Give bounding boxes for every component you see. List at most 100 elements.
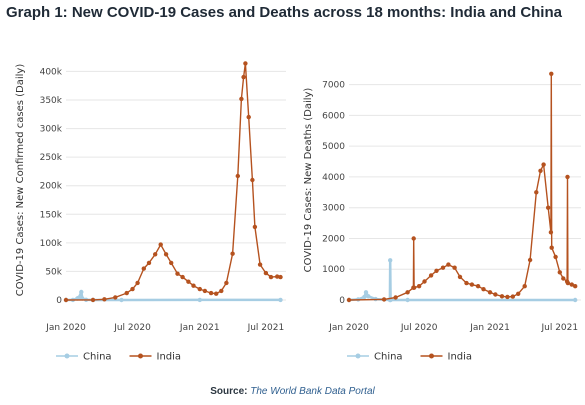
deaths-series-india-point-8 xyxy=(422,279,427,284)
cases-series-india-point-11 xyxy=(163,252,169,257)
deaths-y-tick-4000: 4000 xyxy=(322,173,345,183)
deaths-series-india-point-40 xyxy=(569,282,574,287)
deaths-series-china-point-3 xyxy=(363,290,369,295)
deaths-y-tick-0: 0 xyxy=(339,296,345,306)
deaths-series-china xyxy=(346,258,578,303)
cases-series-india-point-33 xyxy=(268,274,274,280)
deaths-y-axis-label: COVID-19 Cases: New Deaths (Daily) xyxy=(303,88,314,273)
deaths-series-india-point-23 xyxy=(510,294,515,299)
cases-series-india-point-7 xyxy=(141,266,146,271)
cases-series-india-point-32 xyxy=(263,270,269,276)
cases-series-india-point-23 xyxy=(230,251,235,256)
deaths-y-tick-6000: 6000 xyxy=(322,111,345,121)
deaths-series-india-point-0 xyxy=(346,297,352,303)
cases-x-tick-jan-2020: Jan 2020 xyxy=(45,323,86,333)
deaths-series-india-point-30 xyxy=(546,205,551,210)
cases-series-china-point-10 xyxy=(278,297,283,303)
deaths-series-india-point-36 xyxy=(561,276,566,281)
deaths-series-india-line xyxy=(348,73,576,301)
cases-series-china-point-8 xyxy=(119,297,124,303)
deaths-series-india-point-35 xyxy=(557,270,562,275)
cases-series-india-point-34 xyxy=(275,274,280,279)
cases-series-india-point-27 xyxy=(243,61,248,66)
cases-series-india-point-29 xyxy=(250,177,255,183)
cases-series-india-point-30 xyxy=(252,224,258,230)
cases-y-tick-200k: 200k xyxy=(40,182,63,192)
deaths-x-tick-jan-2020: Jan 2020 xyxy=(328,323,369,333)
cases-series-india-point-21 xyxy=(219,288,224,294)
deaths-series-china-point-9 xyxy=(405,297,410,303)
cases-series-india-point-25 xyxy=(239,96,244,102)
deaths-series-china-point-7 xyxy=(388,258,393,263)
cases-series-india-point-9 xyxy=(153,252,158,257)
cases-series-india xyxy=(63,61,283,303)
deaths-series-india-point-41 xyxy=(573,284,578,289)
deaths-series-india-point-1 xyxy=(381,297,387,302)
cases-series-india-point-14 xyxy=(180,274,185,280)
deaths-series-india-point-24 xyxy=(516,291,521,296)
cases-series-india-point-16 xyxy=(191,283,196,288)
cases-series-india-point-15 xyxy=(186,279,191,284)
deaths-legend-china-label: China xyxy=(374,352,403,363)
deaths-y-tick-3000: 3000 xyxy=(322,204,345,214)
deaths-legend-china[interactable]: China xyxy=(347,352,403,363)
cases-y-tick-0: 0 xyxy=(56,296,62,306)
cases-legend-india[interactable]: India xyxy=(129,352,182,363)
deaths-legend-india[interactable]: India xyxy=(420,352,473,363)
deaths-series-india-point-2 xyxy=(393,295,398,300)
deaths-series-india-point-20 xyxy=(493,292,498,297)
cases-series-india-line xyxy=(65,62,281,301)
cases-series-india-point-18 xyxy=(202,288,208,294)
deaths-series-india-point-19 xyxy=(487,290,493,295)
deaths-y-tick-5000: 5000 xyxy=(322,142,345,152)
deaths-series-india-point-11 xyxy=(440,265,446,270)
cases-series-china-point-3 xyxy=(76,295,82,300)
deaths-series-india-point-12 xyxy=(446,262,451,267)
source-link[interactable]: The World Bank Data Portal xyxy=(250,386,375,397)
deaths-series-india-point-18 xyxy=(481,287,486,292)
deaths-series-india-point-17 xyxy=(475,284,481,289)
deaths-series-india-point-10 xyxy=(434,268,439,273)
cases-series-india-point-20 xyxy=(214,291,219,296)
cases-series-india-point-31 xyxy=(257,262,263,267)
cases-series-india-point-0 xyxy=(63,297,69,303)
cases-series-india-point-3 xyxy=(113,295,118,300)
cases-series-india-point-5 xyxy=(130,286,135,292)
cases-legend-india-swatch-marker xyxy=(138,353,143,359)
cases-series-india-point-1 xyxy=(90,297,96,303)
deaths-series-india-point-39 xyxy=(565,280,571,286)
deaths-series-china-point-10 xyxy=(573,297,578,303)
deaths-x-tick-jan-2021: Jan 2021 xyxy=(469,323,510,333)
deaths-y-tick-2000: 2000 xyxy=(322,234,345,244)
deaths-legend-india-swatch-marker xyxy=(429,353,434,359)
deaths-series-india-point-13 xyxy=(452,265,457,270)
cases-chart: 0 50k 100k 150k 200k 250k 300k 350k 400k Jan 2020… xyxy=(15,61,286,363)
cases-legend-china[interactable]: China xyxy=(56,352,112,363)
deaths-series-india-point-7 xyxy=(416,284,422,289)
cases-y-axis-label: COVID-19 Cases: New Confirmed cases (Dai… xyxy=(15,64,26,297)
cases-series-china-line xyxy=(65,290,281,302)
deaths-chart: 0 1000 2000 3000 4000 5000 6000 7000 Jan 2020 Jul… xyxy=(303,71,581,363)
source-line: Source: The World Bank Data Portal xyxy=(0,386,585,397)
cases-y-tick-400k: 400k xyxy=(40,67,63,77)
deaths-series-india-point-31 xyxy=(548,230,554,235)
deaths-x-tick-jul-2020: Jul 2020 xyxy=(400,323,438,333)
cases-legend-india-label: India xyxy=(157,352,182,363)
deaths-series-china-line xyxy=(348,259,576,302)
deaths-y-tick-7000: 7000 xyxy=(322,81,345,91)
deaths-legend-india-label: India xyxy=(448,352,473,363)
cases-y-tick-250k: 250k xyxy=(40,153,63,163)
cases-series-india-point-28 xyxy=(246,114,251,120)
cases-series-india-point-6 xyxy=(135,280,140,286)
cases-series-india-point-8 xyxy=(146,260,152,266)
deaths-series-india-point-26 xyxy=(527,257,533,263)
deaths-series-india-point-22 xyxy=(505,294,510,300)
cases-series-india-point-26 xyxy=(241,74,246,80)
cases-series-india-point-19 xyxy=(208,290,214,296)
cases-series-india-point-17 xyxy=(197,286,202,292)
cases-y-tick-100k: 100k xyxy=(40,239,63,249)
cases-series-india-point-2 xyxy=(102,297,107,302)
deaths-legend-china-swatch-marker xyxy=(355,353,361,359)
deaths-series-india-point-21 xyxy=(499,294,505,299)
deaths-series-india-point-38 xyxy=(565,174,570,180)
